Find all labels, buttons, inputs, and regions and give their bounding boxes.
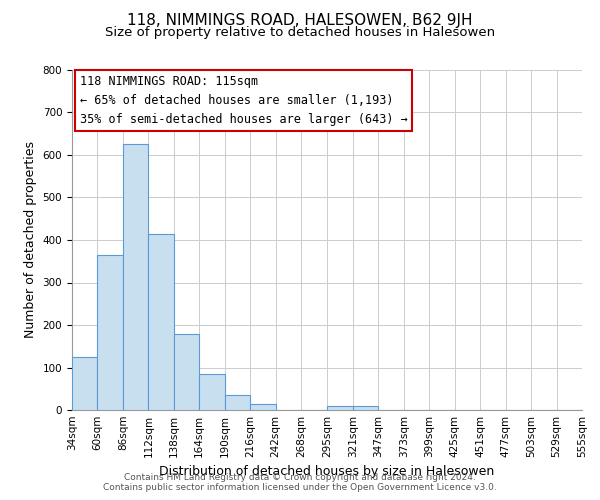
Bar <box>199 374 225 410</box>
Text: 118, NIMMINGS ROAD, HALESOWEN, B62 9JH: 118, NIMMINGS ROAD, HALESOWEN, B62 9JH <box>127 12 473 28</box>
Bar <box>174 334 199 410</box>
Bar <box>72 357 97 410</box>
X-axis label: Distribution of detached houses by size in Halesowen: Distribution of detached houses by size … <box>160 466 494 478</box>
Text: Contains HM Land Registry data © Crown copyright and database right 2024.
Contai: Contains HM Land Registry data © Crown c… <box>103 473 497 492</box>
Text: 118 NIMMINGS ROAD: 115sqm
← 65% of detached houses are smaller (1,193)
35% of se: 118 NIMMINGS ROAD: 115sqm ← 65% of detac… <box>80 75 407 126</box>
Bar <box>250 404 275 410</box>
Bar <box>97 255 123 410</box>
Bar <box>328 406 353 410</box>
Bar <box>353 406 379 410</box>
Bar <box>225 395 250 410</box>
Text: Size of property relative to detached houses in Halesowen: Size of property relative to detached ho… <box>105 26 495 39</box>
Bar <box>148 234 174 410</box>
Bar <box>123 144 148 410</box>
Y-axis label: Number of detached properties: Number of detached properties <box>24 142 37 338</box>
